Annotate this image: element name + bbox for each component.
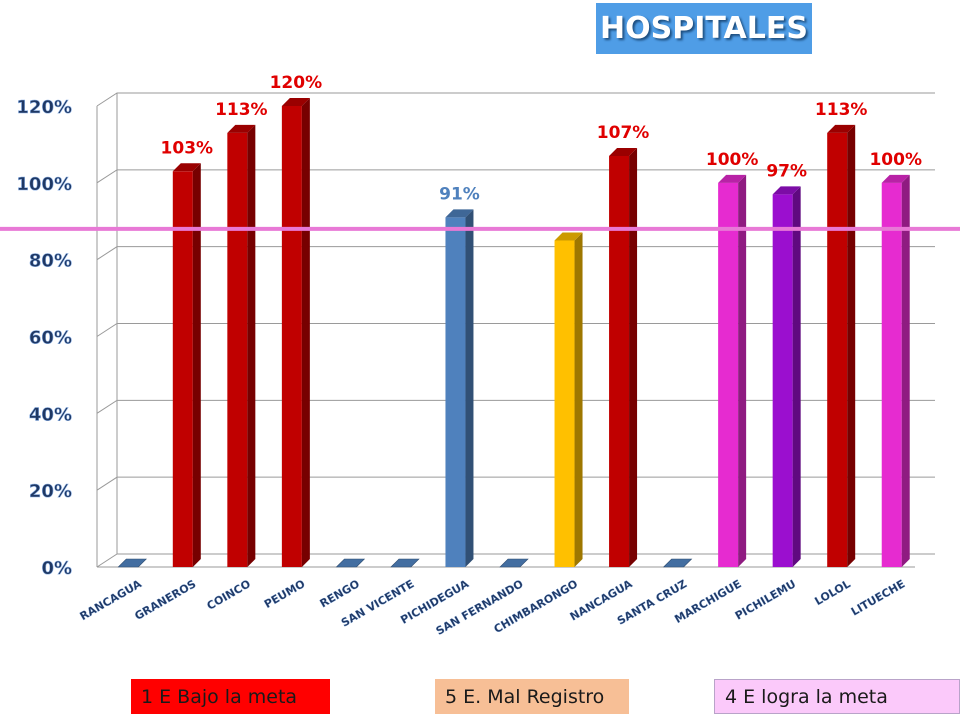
bar-rancagua [117, 558, 147, 568]
gridline [96, 169, 935, 184]
data-labels-layer: 103%113%120%91%107%100%97%113%100% [161, 73, 922, 204]
y-tick-label: 100% [16, 174, 72, 195]
x-tick-label: COINCO [205, 577, 253, 612]
bar-lolol [827, 124, 856, 568]
gridline [96, 246, 935, 261]
data-label: 120% [270, 73, 323, 93]
legend-box-bad-record: 5 E. Mal Registro [435, 679, 629, 714]
data-label: 97% [766, 161, 807, 181]
data-label: 107% [597, 123, 650, 143]
grid-layer [96, 92, 935, 568]
data-label: 100% [706, 150, 759, 170]
legend-label-meets-target: 4 E logra la meta [725, 685, 888, 708]
bar-san-vicente [390, 558, 420, 568]
y-tick-label: 120% [16, 97, 72, 118]
bar-marchigue [718, 174, 747, 568]
gridline [96, 476, 935, 491]
data-label: 91% [439, 184, 480, 204]
y-tick-label: 0% [41, 558, 72, 579]
chart-title: HOSPITALES [600, 11, 808, 46]
bar-coinco [227, 124, 256, 568]
data-label: 100% [869, 150, 922, 170]
x-tick-label: GRANEROS [132, 577, 198, 623]
bars-layer [117, 98, 910, 568]
y-tick-label: 80% [29, 251, 72, 272]
gridline [96, 323, 935, 337]
x-tick-label: RENGO [318, 577, 362, 610]
y-tick-label: 40% [29, 404, 72, 425]
bar-san-fernando [499, 558, 529, 568]
x-tick-label: PEUMO [262, 577, 307, 611]
bar-graneros [172, 163, 201, 567]
data-label: 113% [215, 100, 268, 120]
gridline [96, 553, 935, 568]
legend-box-below-target: 1 E Bajo la meta [131, 679, 330, 714]
chart-title-box: HOSPITALES [596, 3, 812, 54]
bar-pichilemu [772, 186, 801, 567]
gridline [96, 399, 935, 414]
gridline [96, 92, 935, 107]
bar-rengo [335, 558, 366, 568]
bar-chimbarongo [554, 232, 583, 568]
data-label: 113% [815, 100, 868, 120]
x-tick-label: PICHILEMU [733, 577, 798, 622]
data-label: 103% [161, 138, 214, 158]
x-tick-label: LITUECHE [849, 577, 907, 618]
legend-label-bad-record: 5 E. Mal Registro [445, 685, 605, 708]
y-axis-labels: 0% 20% 40% 60% 80% 100% 120% [16, 97, 72, 580]
bar-peumo [281, 98, 310, 567]
bar-nancagua [609, 147, 638, 568]
x-tick-label: LOLOL [812, 577, 852, 608]
legend-box-meets-target: 4 E logra la meta [714, 679, 960, 714]
legend-label-below-target: 1 E Bajo la meta [141, 685, 298, 708]
bar-litueche [881, 174, 910, 568]
bar-santa-cruz [662, 558, 693, 568]
y-tick-label: 60% [29, 328, 72, 349]
bar-pichidegua [445, 209, 474, 568]
y-tick-label: 20% [29, 481, 72, 502]
